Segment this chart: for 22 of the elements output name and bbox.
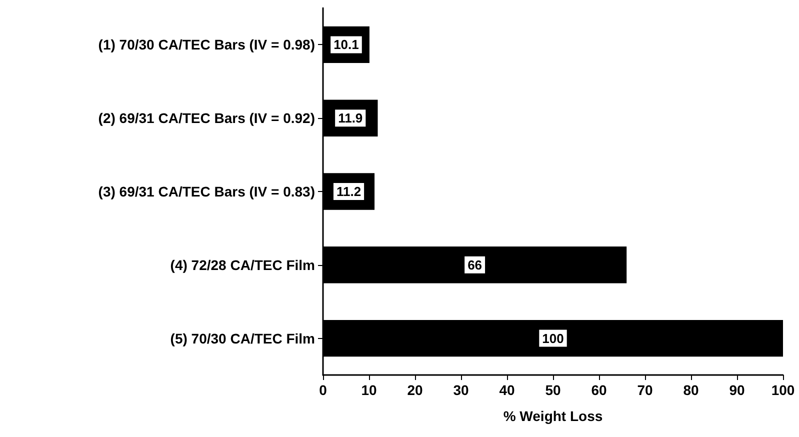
x-tick-label: 80: [683, 382, 699, 398]
y-tick-label: (4) 72/28 CA/TEC Film: [170, 256, 315, 273]
x-tick-label: 90: [729, 382, 745, 398]
x-axis-title: % Weight Loss: [503, 408, 603, 424]
x-tick-label: 40: [499, 382, 515, 398]
y-tick-label: (3) 69/31 CA/TEC Bars (IV = 0.83): [98, 184, 315, 200]
data-label: 11.2: [336, 184, 362, 199]
data-label: 10.1: [334, 37, 359, 52]
x-tick-label: 10: [361, 382, 377, 398]
y-tick-label: (2) 69/31 CA/TEC Bars (IV = 0.92): [98, 110, 315, 126]
x-tick-label: 50: [545, 382, 561, 398]
data-label: 11.9: [338, 110, 363, 126]
y-tick-label: (5) 70/30 CA/TEC Film: [170, 330, 315, 346]
x-tick-label: 0: [319, 382, 328, 398]
x-tick-label: 20: [407, 382, 423, 398]
x-tick-label: 100: [771, 382, 795, 398]
y-tick-label: (1) 70/30 CA/TEC Bars (IV = 0.98): [98, 36, 315, 53]
data-label: 66: [468, 257, 482, 272]
data-label: 100: [542, 330, 564, 346]
x-tick-label: 30: [453, 382, 469, 398]
x-tick-label: 70: [637, 382, 653, 398]
x-tick-label: 60: [591, 382, 607, 398]
